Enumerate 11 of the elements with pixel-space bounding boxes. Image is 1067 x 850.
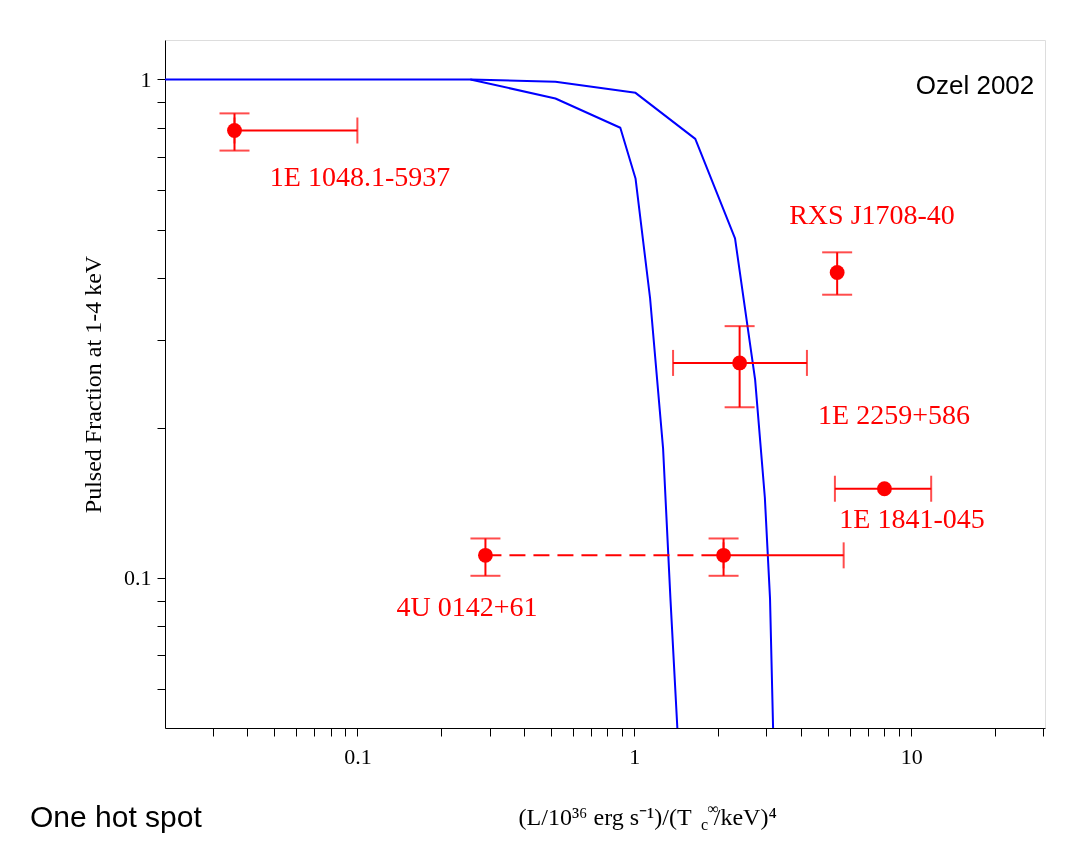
- x-tick-label: 0.1: [344, 743, 372, 769]
- annotation: 1E 1841-045: [839, 503, 985, 534]
- x-tick-label: 10: [900, 743, 923, 769]
- y-axis-title: Pulsed Fraction at 1-4 keV: [80, 255, 106, 514]
- x-tick-label: 1: [629, 743, 641, 769]
- annotation: Ozel 2002: [915, 70, 1035, 100]
- annotation: 1E 1048.1-5937: [269, 161, 451, 192]
- annotation: 4U 0142+61: [396, 591, 538, 622]
- text: One hot spot: [30, 800, 203, 833]
- annotation: 1E 2259+586: [818, 399, 970, 430]
- annotation: RXS J1708-40: [789, 199, 955, 230]
